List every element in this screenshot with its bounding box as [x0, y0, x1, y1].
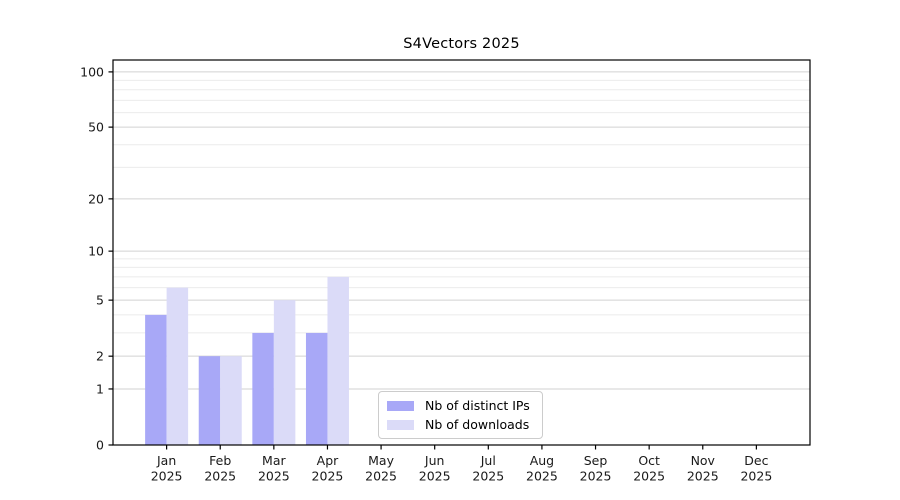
chart-title: S4Vectors 2025 — [403, 36, 520, 52]
y-tick-label: 10 — [88, 244, 104, 259]
bar-distinct-ips-mar — [252, 332, 274, 445]
x-tick-label-year: 2025 — [419, 469, 451, 484]
plot-border — [112, 59, 811, 446]
x-tick-label-month: Feb — [209, 453, 231, 468]
x-tick-label-year: 2025 — [151, 469, 183, 484]
bar-distinct-ips-jan — [145, 314, 167, 445]
x-tick-label-year: 2025 — [312, 469, 344, 484]
x-tick-label-year: 2025 — [580, 469, 612, 484]
bar-downloads-apr — [327, 276, 349, 445]
x-tick-label-year: 2025 — [740, 469, 772, 484]
x-tick-label-month: May — [368, 453, 394, 468]
x-tick-label-year: 2025 — [633, 469, 665, 484]
bar-distinct-ips-feb — [198, 356, 221, 445]
legend-swatch-distinct-ips — [387, 400, 414, 411]
legend-entry-downloads: Nb of downloads — [387, 417, 530, 432]
bar-distinct-ips-apr — [305, 332, 328, 445]
legend-label-downloads: Nb of downloads — [425, 417, 530, 432]
x-tick-label-month: Jun — [424, 453, 445, 468]
x-tick-label-year: 2025 — [204, 469, 236, 484]
legend-swatch-downloads — [387, 419, 414, 430]
y-tick-label: 20 — [88, 191, 104, 206]
y-tick-label: 1 — [96, 381, 104, 396]
legend: Nb of distinct IPs Nb of downloads — [378, 391, 543, 439]
legend-entry-distinct-ips: Nb of distinct IPs — [387, 398, 530, 413]
x-tick-label-month: Dec — [744, 453, 768, 468]
y-tick-label: 100 — [80, 64, 104, 79]
x-tick-label-month: Apr — [317, 453, 339, 468]
x-tick-label-year: 2025 — [526, 469, 558, 484]
x-tick-label-month: Mar — [262, 453, 286, 468]
y-tick-label: 0 — [96, 438, 104, 453]
bar-downloads-jan — [166, 287, 189, 445]
x-tick-label-year: 2025 — [687, 469, 719, 484]
x-tick-label-year: 2025 — [365, 469, 397, 484]
bar-downloads-feb — [220, 356, 242, 445]
x-tick-label-year: 2025 — [472, 469, 504, 484]
y-tick-label: 50 — [88, 120, 104, 135]
bar-downloads-mar — [273, 300, 296, 445]
legend-label-distinct-ips: Nb of distinct IPs — [425, 398, 530, 413]
x-tick-label-month: Nov — [691, 453, 716, 468]
y-tick-label: 2 — [96, 349, 104, 364]
x-tick-label-month: Jan — [156, 453, 176, 468]
y-tick-label: 5 — [96, 293, 104, 308]
x-tick-label-month: Sep — [584, 453, 608, 468]
x-tick-label-month: Aug — [530, 453, 554, 468]
x-tick-label-month: Oct — [638, 453, 660, 468]
x-tick-label-year: 2025 — [258, 469, 290, 484]
x-tick-label-month: Jul — [480, 453, 496, 468]
